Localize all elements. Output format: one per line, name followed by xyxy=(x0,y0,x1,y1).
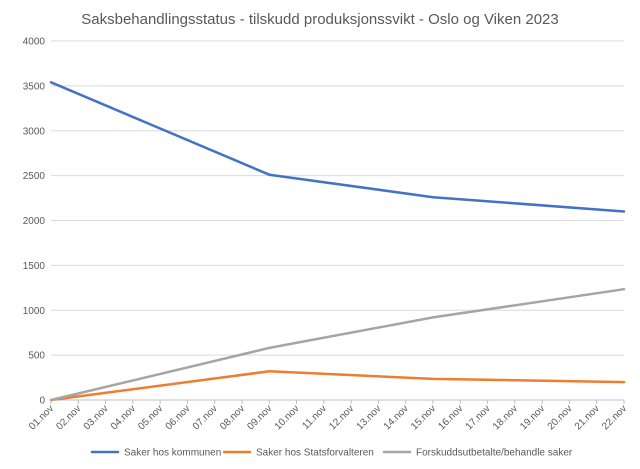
x-tick-label: 16.nov xyxy=(436,403,465,432)
chart-title: Saksbehandlingsstatus - tilskudd produks… xyxy=(81,11,559,28)
x-tick-label: 07.nov xyxy=(191,403,220,432)
x-tick-label: 03.nov xyxy=(82,403,111,432)
x-tick-label: 06.nov xyxy=(164,403,193,432)
x-tick-label: 05.nov xyxy=(136,403,165,432)
series-line-1 xyxy=(49,81,626,213)
x-tick-label: 17.nov xyxy=(464,403,493,432)
x-tick-label: 10.nov xyxy=(273,403,302,432)
y-tick-label: 0 xyxy=(39,396,45,407)
x-tick-label: 22.nov xyxy=(600,403,629,432)
y-tick-label: 1500 xyxy=(23,261,46,272)
x-tick-label: 08.nov xyxy=(218,403,247,432)
legend-label-2: Saker hos Statsforvalteren xyxy=(256,448,374,459)
x-tick-label: 02.nov xyxy=(54,403,83,432)
x-tick-label: 13.nov xyxy=(355,403,384,432)
x-tick-label: 19.nov xyxy=(518,403,547,432)
x-tick-label: 20.nov xyxy=(546,403,575,432)
x-axis: 01.nov02.nov03.nov04.nov05.nov06.nov07.n… xyxy=(27,400,629,432)
x-tick-label: 09.nov xyxy=(245,403,274,432)
y-tick-label: 2500 xyxy=(23,171,46,182)
series-line-3 xyxy=(49,287,626,402)
y-tick-label: 500 xyxy=(28,351,45,362)
series-line-2 xyxy=(49,370,626,402)
x-tick-label: 15.nov xyxy=(409,403,438,432)
y-tick-label: 4000 xyxy=(23,37,46,48)
series-lines xyxy=(49,81,626,402)
legend-label-3: Forskuddsutbetalte/behandle saker xyxy=(416,448,573,459)
legend-label-1: Saker hos kommunen xyxy=(124,448,221,459)
y-axis: 0 500 1000 1500 2000 2500 3000 3500 4000 xyxy=(23,37,46,407)
legend: Saker hos kommunen Saker hos Statsforvalt… xyxy=(90,448,573,459)
x-tick-label: 04.nov xyxy=(109,403,138,432)
y-tick-label: 3500 xyxy=(23,81,46,92)
x-tick-label: 14.nov xyxy=(382,403,411,432)
x-tick-label: 18.nov xyxy=(491,403,520,432)
y-tick-label: 2000 xyxy=(23,216,46,227)
y-tick-label: 3000 xyxy=(23,126,46,137)
gridlines xyxy=(51,40,624,401)
x-tick-label: 01.nov xyxy=(27,403,56,432)
y-tick-label: 1000 xyxy=(23,306,46,317)
x-tick-label: 11.nov xyxy=(300,403,328,431)
x-tick-label: 21.nov xyxy=(573,403,602,432)
x-tick-label: 12.nov xyxy=(327,403,356,432)
